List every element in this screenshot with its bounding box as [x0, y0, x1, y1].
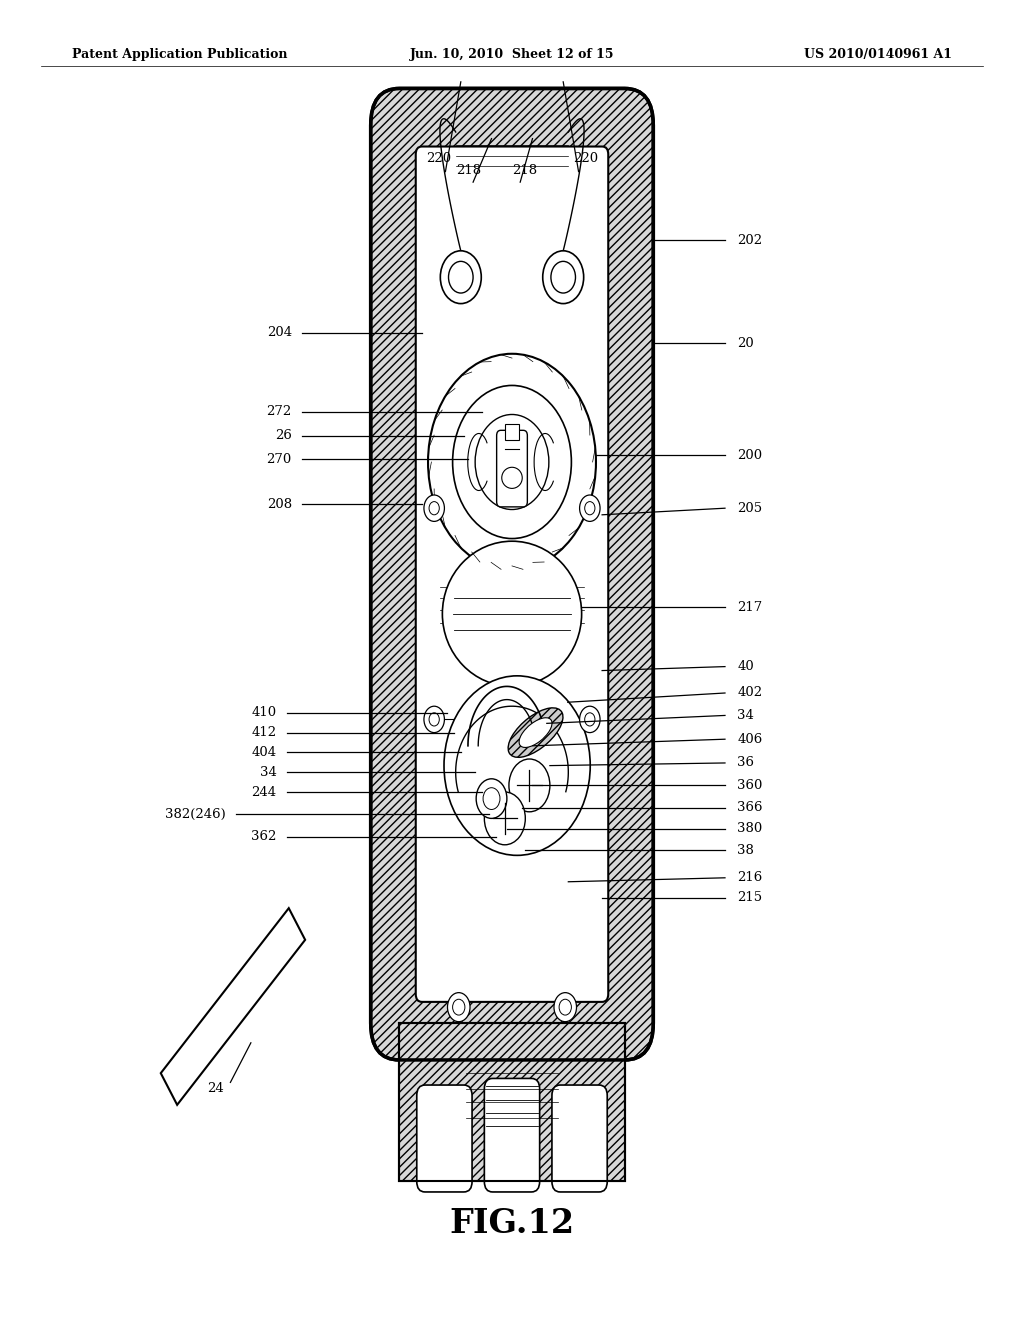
Polygon shape: [161, 908, 305, 1105]
Circle shape: [554, 993, 577, 1022]
Ellipse shape: [502, 467, 522, 488]
Circle shape: [580, 495, 600, 521]
Text: 362: 362: [251, 830, 276, 843]
Circle shape: [580, 706, 600, 733]
Circle shape: [453, 385, 571, 539]
Text: 402: 402: [737, 686, 763, 700]
Circle shape: [551, 261, 575, 293]
Circle shape: [424, 706, 444, 733]
Text: US 2010/0140961 A1: US 2010/0140961 A1: [804, 48, 952, 61]
Ellipse shape: [519, 718, 552, 747]
Text: 216: 216: [737, 871, 763, 884]
Text: 380: 380: [737, 822, 763, 836]
Circle shape: [509, 759, 550, 812]
Text: FIG.12: FIG.12: [450, 1206, 574, 1241]
Circle shape: [429, 713, 439, 726]
Ellipse shape: [442, 541, 582, 686]
Text: 217: 217: [737, 601, 763, 614]
FancyBboxPatch shape: [371, 88, 653, 1060]
FancyBboxPatch shape: [552, 1085, 607, 1192]
Bar: [399, 1023, 625, 1181]
Circle shape: [449, 261, 473, 293]
Text: 38: 38: [737, 843, 754, 857]
Text: 36: 36: [737, 756, 755, 770]
Circle shape: [475, 414, 549, 510]
Text: 366: 366: [737, 801, 763, 814]
Circle shape: [428, 354, 596, 570]
Text: 410: 410: [251, 706, 276, 719]
Text: 404: 404: [251, 746, 276, 759]
Circle shape: [543, 251, 584, 304]
Circle shape: [483, 788, 500, 809]
Circle shape: [585, 713, 595, 726]
Text: 218: 218: [457, 164, 481, 177]
Text: 220: 220: [426, 152, 451, 165]
Text: 208: 208: [266, 498, 292, 511]
FancyBboxPatch shape: [484, 1078, 540, 1192]
Circle shape: [484, 792, 525, 845]
Text: 244: 244: [251, 785, 276, 799]
Ellipse shape: [444, 676, 590, 855]
Text: 20: 20: [737, 337, 754, 350]
Text: 202: 202: [737, 234, 763, 247]
Text: 270: 270: [266, 453, 292, 466]
Text: 205: 205: [737, 502, 763, 515]
Circle shape: [453, 999, 465, 1015]
Ellipse shape: [508, 708, 563, 758]
Circle shape: [424, 495, 444, 521]
Text: 412: 412: [251, 726, 276, 739]
Text: 272: 272: [266, 405, 292, 418]
Bar: [399, 1023, 625, 1181]
Circle shape: [585, 502, 595, 515]
Text: 24: 24: [207, 1082, 223, 1096]
FancyBboxPatch shape: [417, 1085, 472, 1192]
Text: Patent Application Publication: Patent Application Publication: [72, 48, 287, 61]
Text: 34: 34: [737, 709, 754, 722]
FancyBboxPatch shape: [416, 147, 608, 1002]
Circle shape: [429, 502, 439, 515]
Text: 204: 204: [266, 326, 292, 339]
Text: 406: 406: [737, 733, 763, 746]
FancyBboxPatch shape: [497, 430, 527, 507]
Text: 382(246): 382(246): [165, 808, 225, 821]
Circle shape: [440, 251, 481, 304]
Text: 220: 220: [573, 152, 598, 165]
Text: 360: 360: [737, 779, 763, 792]
Text: 26: 26: [275, 429, 292, 442]
Text: 218: 218: [512, 164, 537, 177]
Circle shape: [476, 779, 507, 818]
Bar: [505, 424, 519, 440]
Text: 215: 215: [737, 891, 763, 904]
Text: 34: 34: [260, 766, 276, 779]
Circle shape: [559, 999, 571, 1015]
Text: 40: 40: [737, 660, 754, 673]
Circle shape: [447, 993, 470, 1022]
Text: 200: 200: [737, 449, 763, 462]
Text: Jun. 10, 2010  Sheet 12 of 15: Jun. 10, 2010 Sheet 12 of 15: [410, 48, 614, 61]
